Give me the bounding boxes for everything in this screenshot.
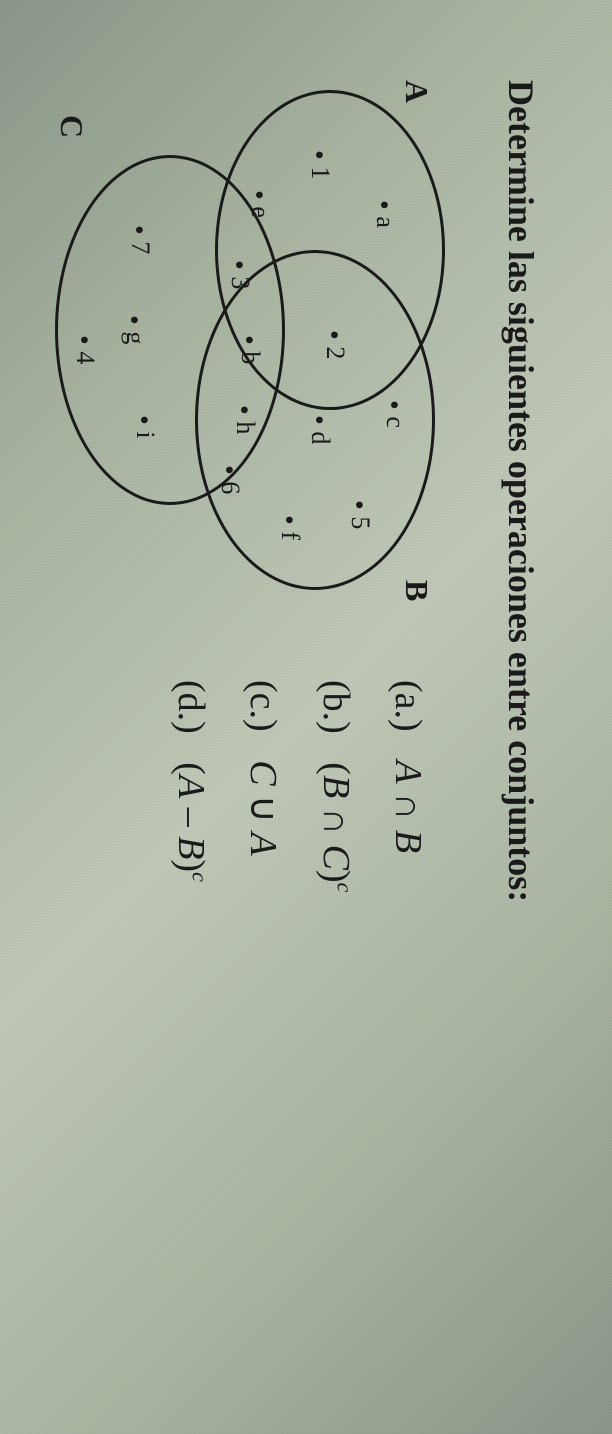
operations-list: (a.) A ∩ B (b.) (B ∩ C)c (c.) C ∪ A (d.) (A… <box>169 680 430 892</box>
operation-c: (c.) C ∪ A <box>241 680 286 892</box>
element-5: • 5 <box>342 500 375 529</box>
element-7: • 7 <box>122 225 155 254</box>
operation-d: (d.) (A – B)c <box>169 680 213 892</box>
element-g: • g <box>117 315 150 344</box>
venn-diagram: A B C • a • c • 5 • 1 • 2 • d • f • e • 3 • b • h •… <box>30 80 470 600</box>
element-1: • 1 <box>302 150 335 179</box>
operation-a: (a.) A ∩ B <box>386 680 430 892</box>
set-a-label: A <box>398 80 435 103</box>
element-a: • a <box>367 200 400 228</box>
element-f: • f <box>272 515 305 540</box>
page-title: Determine las siguientes operaciones ent… <box>500 80 542 1384</box>
element-h: • h <box>227 405 260 434</box>
element-6: • 6 <box>212 465 245 494</box>
element-i: • i <box>127 415 160 439</box>
element-e: • e <box>242 190 275 218</box>
element-b: • b <box>232 335 265 364</box>
main-row: A B C • a • c • 5 • 1 • 2 • d • f • e • 3 • b • h •… <box>30 80 470 1384</box>
element-2: • 2 <box>317 330 350 359</box>
element-d: • d <box>302 415 335 444</box>
set-b-label: B <box>398 580 435 601</box>
element-4: • 4 <box>67 335 100 364</box>
element-c: • c <box>377 400 410 428</box>
element-3: • 3 <box>222 260 255 289</box>
operation-b: (b.) (B ∩ C)c <box>314 680 358 892</box>
set-c-label: C <box>53 115 90 138</box>
